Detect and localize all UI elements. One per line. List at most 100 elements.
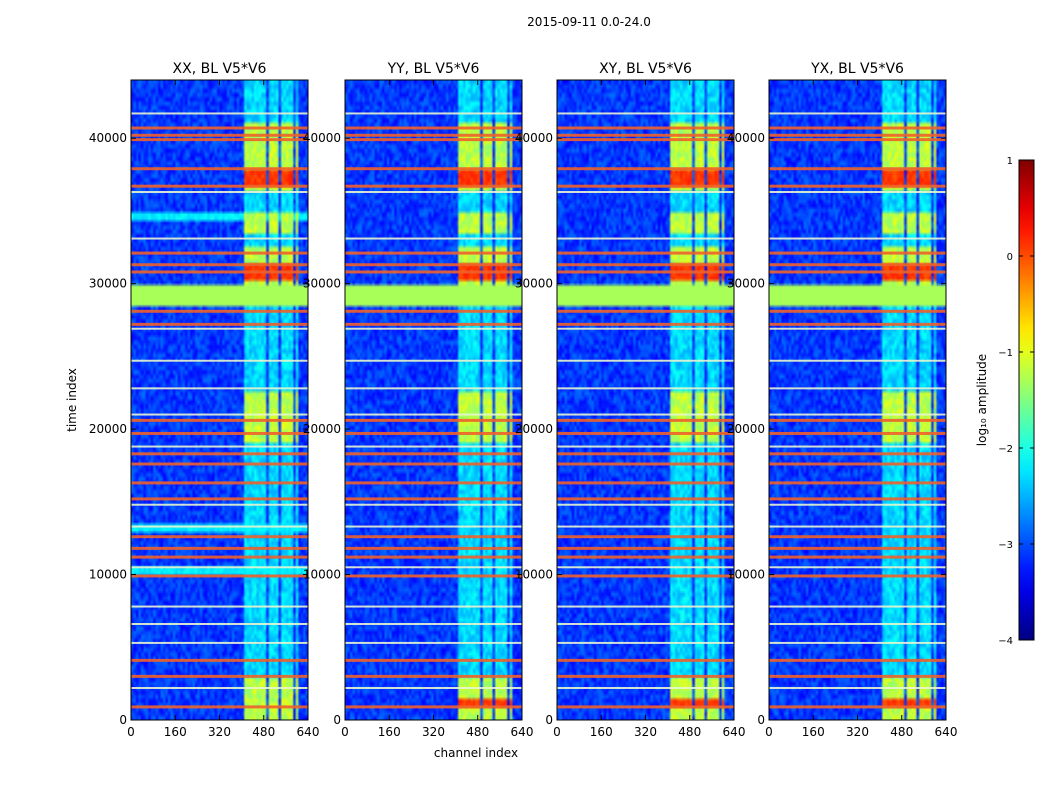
rfi-row — [769, 705, 946, 709]
rfi-row — [345, 641, 522, 644]
y-tick-label: 0 — [545, 713, 553, 727]
rfi-row — [769, 418, 946, 422]
rfi-row — [345, 445, 522, 448]
rfi-row — [345, 251, 522, 255]
rfi-row — [769, 191, 946, 193]
rfi-row — [131, 497, 308, 501]
rfi-row — [345, 184, 522, 188]
y-tick-label: 30000 — [303, 277, 341, 291]
x-tick-label: 160 — [164, 725, 187, 739]
rfi-row — [131, 251, 308, 255]
panel-3: XY, BL V5*V6 0 160 320 480 640 0 10000 20000 3000… — [515, 61, 746, 739]
colorbar-tick-label: −2 — [998, 444, 1013, 455]
rfi-row — [557, 445, 734, 448]
rfi-row — [557, 574, 734, 578]
rfi-row — [345, 237, 522, 240]
rfi-row — [345, 322, 522, 326]
rfi-row — [557, 658, 734, 662]
rfi-row — [557, 387, 734, 390]
rfi-row — [131, 525, 308, 528]
rfi-row — [345, 605, 522, 608]
colorbar-label: log₁₀ amplitude — [975, 354, 989, 446]
x-axis-label: channel index — [434, 746, 518, 760]
rfi-row — [557, 167, 734, 171]
rfi-row — [131, 418, 308, 422]
rfi-row — [769, 574, 946, 578]
rfi-row — [769, 605, 946, 608]
colorbar-tick-label: 1 — [1007, 156, 1013, 167]
rfi-row — [769, 413, 946, 416]
rfi-row — [769, 555, 946, 559]
rfi-row — [557, 309, 734, 313]
rfi-row — [557, 605, 734, 608]
rfi-row — [769, 481, 946, 485]
y-tick-label: 20000 — [303, 422, 341, 436]
rfi-row — [557, 327, 734, 330]
rfi-row — [557, 270, 734, 274]
y-tick-label: 30000 — [515, 277, 553, 291]
rfi-row — [131, 555, 308, 559]
rfi-row — [557, 497, 734, 501]
rfi-row — [557, 546, 734, 550]
rfi-row — [769, 623, 946, 625]
rfi-row — [345, 546, 522, 550]
rfi-row — [345, 309, 522, 313]
y-tick-label: 10000 — [515, 568, 553, 582]
rfi-row — [345, 431, 522, 435]
colorbar-gradient — [1018, 159, 1035, 641]
rfi-row — [557, 452, 734, 456]
rfi-row — [345, 413, 522, 416]
panel-title: XX, BL V5*V6 — [173, 61, 267, 77]
panel-title: XY, BL V5*V6 — [599, 61, 692, 77]
panel-2: YY, BL V5*V6 0 160 320 480 640 0 10000 20000 3000… — [303, 61, 534, 739]
rfi-row — [131, 605, 308, 608]
rfi-row — [131, 462, 308, 466]
rfi-row — [345, 525, 522, 528]
rfi-row — [131, 574, 308, 578]
rfi-row — [131, 566, 308, 569]
rfi-row — [345, 497, 522, 501]
rfi-row — [769, 126, 946, 130]
rfi-row — [345, 674, 522, 678]
rfi-row — [769, 359, 946, 362]
rfi-row — [345, 387, 522, 390]
rfi-row — [345, 191, 522, 193]
rfi-row — [769, 525, 946, 528]
rfi-row — [769, 112, 946, 115]
rfi-row — [769, 546, 946, 550]
rfi-row — [557, 359, 734, 362]
panel-1: XX, BL V5*V6 0 160 320 480 640 0 10000 20000 3000… — [89, 61, 320, 739]
rfi-row — [769, 687, 946, 689]
rfi-row — [557, 112, 734, 115]
x-tick-label: 640 — [297, 725, 320, 739]
rfi-row — [769, 462, 946, 466]
y-tick-label: 40000 — [89, 131, 127, 145]
rfi-row — [131, 687, 308, 689]
rfi-row — [345, 658, 522, 662]
rfi-row — [345, 418, 522, 422]
rfi-row — [557, 674, 734, 678]
y-tick-label: 40000 — [303, 131, 341, 145]
rfi-row — [769, 503, 946, 506]
y-tick-label: 40000 — [727, 131, 765, 145]
rfi-row — [345, 112, 522, 115]
rfi-row — [769, 641, 946, 644]
rfi-row — [345, 126, 522, 130]
figure-title: 2015-09-11 0.0-24.0 — [527, 15, 651, 29]
rfi-row — [557, 481, 734, 485]
rfi-row — [131, 327, 308, 330]
rfi-row — [769, 535, 946, 539]
y-tick-label: 20000 — [727, 422, 765, 436]
y-tick-label: 20000 — [89, 422, 127, 436]
rfi-row — [345, 503, 522, 506]
x-tick-label: 160 — [590, 725, 613, 739]
x-tick-label: 480 — [466, 725, 489, 739]
rfi-row — [769, 674, 946, 678]
x-tick-label: 0 — [553, 725, 561, 739]
rfi-row — [131, 452, 308, 456]
rfi-row — [769, 263, 946, 267]
rfi-row — [557, 191, 734, 193]
panel-title: YY, BL V5*V6 — [387, 61, 480, 77]
rfi-row — [131, 133, 308, 137]
rfi-row — [769, 270, 946, 274]
